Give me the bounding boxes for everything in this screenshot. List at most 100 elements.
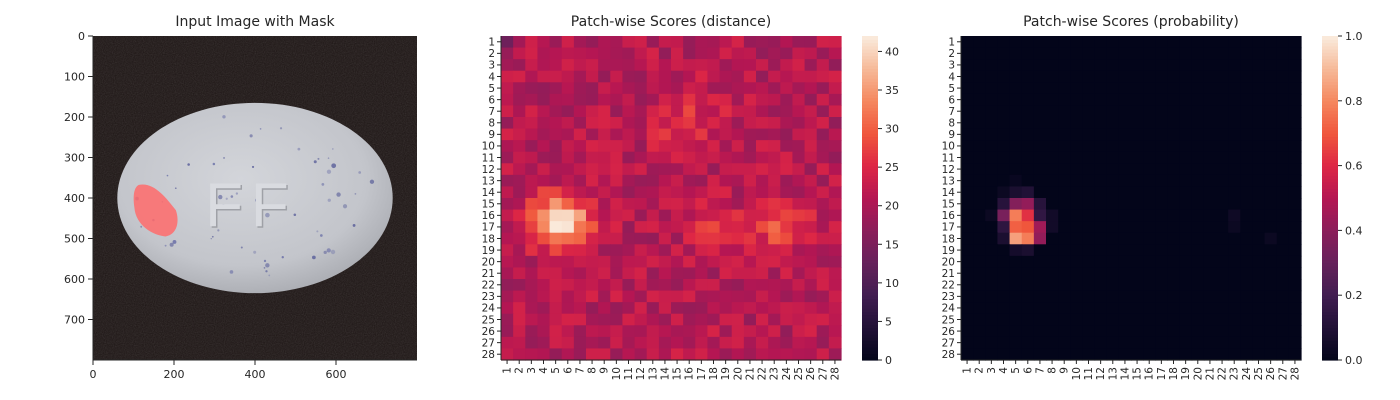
heatmap-cell xyxy=(1191,325,1205,338)
heatmap-x-tick-label: 18 xyxy=(1168,367,1180,380)
heatmap-cell xyxy=(768,151,781,164)
heatmap-cell xyxy=(768,232,781,245)
heatmap-cell xyxy=(501,47,514,60)
heatmap-y-tick-label: 28 xyxy=(942,349,955,361)
heatmap-cell xyxy=(719,174,733,188)
colorbar-segment xyxy=(862,91,878,95)
heatmap-cell xyxy=(985,36,999,49)
heatmap-cell xyxy=(586,93,599,107)
image-y-tick-label: 300 xyxy=(64,152,85,165)
heatmap-cell xyxy=(816,151,830,164)
heatmap-cell xyxy=(1264,93,1278,107)
heatmap-cell xyxy=(1143,128,1156,141)
heatmap-cell xyxy=(1033,221,1047,234)
colorbar-segment xyxy=(862,249,878,254)
heatmap-cell xyxy=(1203,70,1217,83)
heatmap-cell xyxy=(695,186,709,199)
heatmap-cell xyxy=(1288,82,1302,95)
heatmap-cell xyxy=(658,255,672,269)
heatmap-cell xyxy=(1179,325,1193,338)
heatmap-cell xyxy=(1094,279,1108,292)
heatmap-cell xyxy=(719,325,733,338)
colorbar-segment xyxy=(1322,272,1338,277)
heatmap-cell xyxy=(1058,302,1071,315)
heatmap-cell xyxy=(731,325,745,338)
heatmap-cell xyxy=(828,232,842,245)
colorbar-segment xyxy=(862,282,878,287)
probability-heatmap-panel: Patch-wise Scores (probability) 11223344… xyxy=(942,14,1363,380)
heatmap-cell xyxy=(525,279,539,292)
heatmap-cell xyxy=(501,82,514,95)
heatmap-cell xyxy=(1033,163,1047,176)
heatmap-cell xyxy=(610,267,624,280)
heatmap-cell xyxy=(598,255,611,269)
heatmap-cell xyxy=(1228,348,1241,361)
heatmap-x-tick-label: 14 xyxy=(659,367,671,381)
heatmap-cell xyxy=(719,70,733,83)
heatmap-cell xyxy=(756,186,769,199)
heatmap-cell xyxy=(1240,186,1254,199)
heatmap-cell xyxy=(513,70,526,83)
colorbar-segment xyxy=(862,104,878,108)
colorbar-segment xyxy=(862,230,878,235)
heatmap-cell xyxy=(1264,59,1278,72)
colorbar-tick-label: 0.6 xyxy=(1345,160,1363,173)
heatmap-cell xyxy=(961,209,974,222)
heatmap-y-tick-label: 7 xyxy=(488,106,495,118)
heatmap-cell xyxy=(671,232,684,245)
heatmap-cell xyxy=(719,290,733,303)
colorbar-segment xyxy=(862,97,878,102)
heatmap-cell xyxy=(525,244,539,257)
heatmap-x-tick-label: 8 xyxy=(1047,367,1059,374)
colorbar-segment xyxy=(862,285,878,290)
heatmap-y-tick-label: 23 xyxy=(942,291,955,303)
heatmap-cell xyxy=(1058,36,1071,49)
heatmap-cell xyxy=(501,163,514,176)
speck xyxy=(327,198,331,202)
heatmap-cell xyxy=(525,105,539,118)
heatmap-cell xyxy=(1094,313,1108,326)
heatmap-cell xyxy=(1264,163,1278,176)
heatmap-cell xyxy=(961,302,974,315)
colorbar-segment xyxy=(862,311,878,316)
heatmap-cell xyxy=(1288,59,1302,72)
heatmap-cell xyxy=(586,267,599,280)
heatmap-cell xyxy=(573,336,587,350)
heatmap-cell xyxy=(586,70,599,83)
colorbar-tick-label: 35 xyxy=(885,84,899,97)
colorbar-segment xyxy=(1322,162,1338,167)
heatmap-cell xyxy=(816,255,830,269)
heatmap-cell xyxy=(525,140,539,153)
heatmap-cell xyxy=(719,140,733,153)
heatmap-cell xyxy=(1009,82,1023,95)
heatmap-cell xyxy=(1143,290,1156,303)
heatmap-cell xyxy=(549,336,563,350)
heatmap-cell xyxy=(743,244,757,257)
heatmap-cell xyxy=(961,93,974,107)
colorbar-segment xyxy=(862,279,878,283)
heatmap-cell xyxy=(1033,174,1047,188)
heatmap-cell xyxy=(731,128,745,141)
heatmap-cell xyxy=(501,186,514,199)
heatmap-cell xyxy=(1167,221,1181,234)
heatmap-cell xyxy=(768,313,781,326)
heatmap-cell xyxy=(1021,302,1035,315)
heatmap-cell xyxy=(1203,140,1217,153)
heatmap-cell xyxy=(707,93,721,107)
heatmap-cell xyxy=(719,128,733,141)
heatmap-cell xyxy=(1058,117,1071,130)
heatmap-cell xyxy=(1288,186,1302,199)
heatmap-cell xyxy=(525,117,539,130)
heatmap-cell xyxy=(961,336,974,350)
heatmap-cell xyxy=(1106,59,1120,72)
heatmap-cell xyxy=(549,59,563,72)
heatmap-cell xyxy=(683,174,696,188)
heatmap-cell xyxy=(1009,93,1023,107)
heatmap-x-tick-label: 26 xyxy=(805,367,817,381)
heatmap-cell xyxy=(1094,325,1108,338)
heatmap-cell xyxy=(973,82,986,95)
heatmap-cell xyxy=(671,290,684,303)
heatmap-cell xyxy=(1167,82,1181,95)
heatmap-cell xyxy=(743,209,757,222)
speck xyxy=(321,183,325,186)
